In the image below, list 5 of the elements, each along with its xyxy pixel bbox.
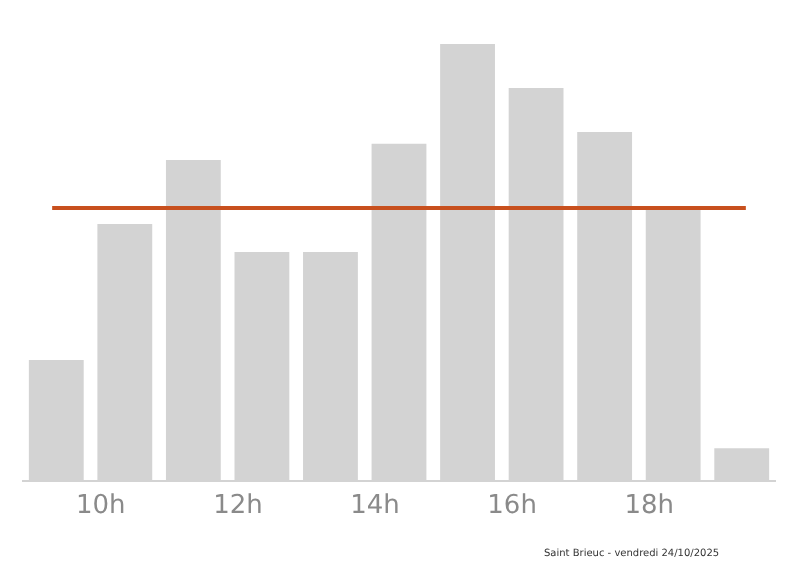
x-tick-label: 16h bbox=[487, 491, 537, 522]
x-tick-label: 10h bbox=[76, 491, 126, 522]
x-tick-label: 18h bbox=[624, 491, 674, 522]
x-tick-label: 12h bbox=[213, 491, 263, 522]
x-tick-label: 14h bbox=[350, 491, 400, 522]
